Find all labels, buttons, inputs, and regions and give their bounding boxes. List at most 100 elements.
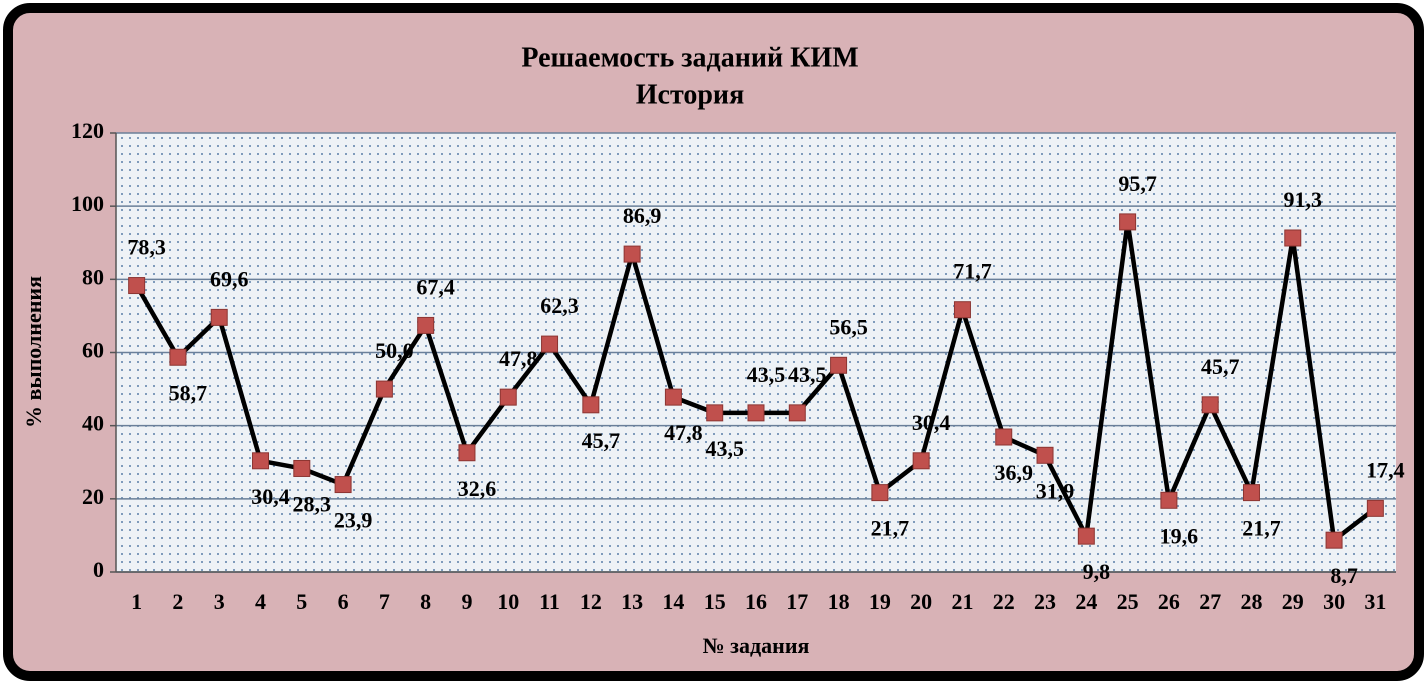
- data-label: 71,7: [953, 259, 992, 284]
- x-tick-label: 18: [828, 589, 850, 614]
- marker: [1119, 213, 1137, 231]
- x-tick-label: 16: [745, 589, 767, 614]
- x-tick-label: 31: [1364, 589, 1386, 614]
- marker: [1325, 531, 1343, 549]
- x-tick-label: 26: [1158, 589, 1180, 614]
- marker: [995, 428, 1013, 446]
- marker: [912, 452, 930, 470]
- x-tick-label: 8: [420, 589, 431, 614]
- y-tick-label: 40: [82, 411, 104, 436]
- x-tick-label: 21: [951, 589, 973, 614]
- y-tick-label: 20: [82, 484, 104, 509]
- marker: [252, 452, 270, 470]
- marker: [830, 356, 848, 374]
- marker: [706, 404, 724, 422]
- x-tick-label: 3: [214, 589, 225, 614]
- x-tick-label: 23: [1034, 589, 1056, 614]
- marker: [1160, 491, 1178, 509]
- y-tick-label: 80: [82, 264, 104, 289]
- marker: [210, 308, 228, 326]
- data-label: 78,3: [127, 235, 166, 260]
- x-tick-label: 20: [910, 589, 932, 614]
- y-tick-label: 0: [93, 557, 104, 582]
- x-tick-label: 11: [539, 589, 560, 614]
- marker: [375, 380, 393, 398]
- chart-subtitle: История: [636, 79, 744, 110]
- x-tick-label: 28: [1240, 589, 1262, 614]
- data-label: 36,9: [994, 460, 1033, 485]
- data-label: 9,8: [1083, 559, 1111, 584]
- marker: [417, 316, 435, 334]
- y-tick-label: 120: [71, 118, 104, 143]
- x-tick-label: 15: [704, 589, 726, 614]
- x-tick-label: 10: [497, 589, 519, 614]
- data-label: 23,9: [334, 508, 373, 533]
- marker: [541, 335, 559, 353]
- data-label: 62,3: [540, 293, 579, 318]
- data-label: 43,5: [705, 436, 744, 461]
- data-label: 8,7: [1330, 563, 1358, 588]
- marker: [623, 245, 641, 263]
- marker: [293, 459, 311, 477]
- x-tick-label: 4: [255, 589, 266, 614]
- marker: [1242, 484, 1260, 502]
- marker: [871, 484, 889, 502]
- data-label: 43,5: [747, 362, 786, 387]
- data-label: 32,6: [458, 476, 497, 501]
- data-label: 47,8: [499, 346, 538, 371]
- marker: [499, 388, 517, 406]
- marker: [1036, 446, 1054, 464]
- data-label: 45,7: [1201, 354, 1240, 379]
- y-axis-label: % выполнения: [21, 276, 46, 428]
- marker: [128, 277, 146, 295]
- marker: [582, 396, 600, 414]
- marker: [953, 301, 971, 319]
- chart-title: Решаемость заданий КИМ: [521, 42, 858, 73]
- x-tick-label: 5: [296, 589, 307, 614]
- data-label: 95,7: [1118, 171, 1157, 196]
- data-label: 67,4: [416, 274, 455, 299]
- data-label: 58,7: [169, 380, 208, 405]
- data-label: 43,5: [788, 362, 827, 387]
- data-label: 17,4: [1366, 457, 1405, 482]
- data-label: 31,9: [1036, 478, 1075, 503]
- data-label: 45,7: [582, 428, 621, 453]
- y-tick-label: 100: [71, 191, 104, 216]
- data-label: 21,7: [1242, 516, 1281, 541]
- x-axis-label: № задания: [703, 633, 810, 658]
- x-tick-label: 7: [379, 589, 390, 614]
- data-label: 47,8: [664, 420, 703, 445]
- marker: [788, 404, 806, 422]
- x-tick-label: 1: [131, 589, 142, 614]
- x-tick-label: 29: [1282, 589, 1304, 614]
- x-tick-label: 22: [993, 589, 1015, 614]
- marker: [664, 388, 682, 406]
- data-label: 69,6: [210, 266, 249, 291]
- y-tick-label: 60: [82, 338, 104, 363]
- marker: [1284, 229, 1302, 247]
- marker: [334, 476, 352, 494]
- x-tick-label: 24: [1075, 589, 1097, 614]
- x-tick-label: 25: [1117, 589, 1139, 614]
- x-tick-label: 14: [662, 589, 684, 614]
- data-label: 91,3: [1284, 187, 1323, 212]
- x-tick-label: 12: [580, 589, 602, 614]
- x-tick-label: 6: [338, 589, 349, 614]
- marker: [747, 404, 765, 422]
- data-label: 86,9: [623, 203, 662, 228]
- data-label: 28,3: [293, 492, 332, 517]
- marker: [169, 348, 187, 366]
- x-tick-label: 27: [1199, 589, 1221, 614]
- marker: [1366, 499, 1384, 517]
- marker: [1201, 396, 1219, 414]
- data-label: 30,4: [912, 410, 951, 435]
- data-label: 19,6: [1160, 523, 1199, 548]
- x-tick-label: 13: [621, 589, 643, 614]
- data-label: 30,4: [251, 484, 290, 509]
- x-tick-label: 2: [172, 589, 183, 614]
- data-label: 50,0: [375, 338, 414, 363]
- x-tick-label: 30: [1323, 589, 1345, 614]
- data-label: 21,7: [871, 516, 910, 541]
- x-tick-label: 9: [461, 589, 472, 614]
